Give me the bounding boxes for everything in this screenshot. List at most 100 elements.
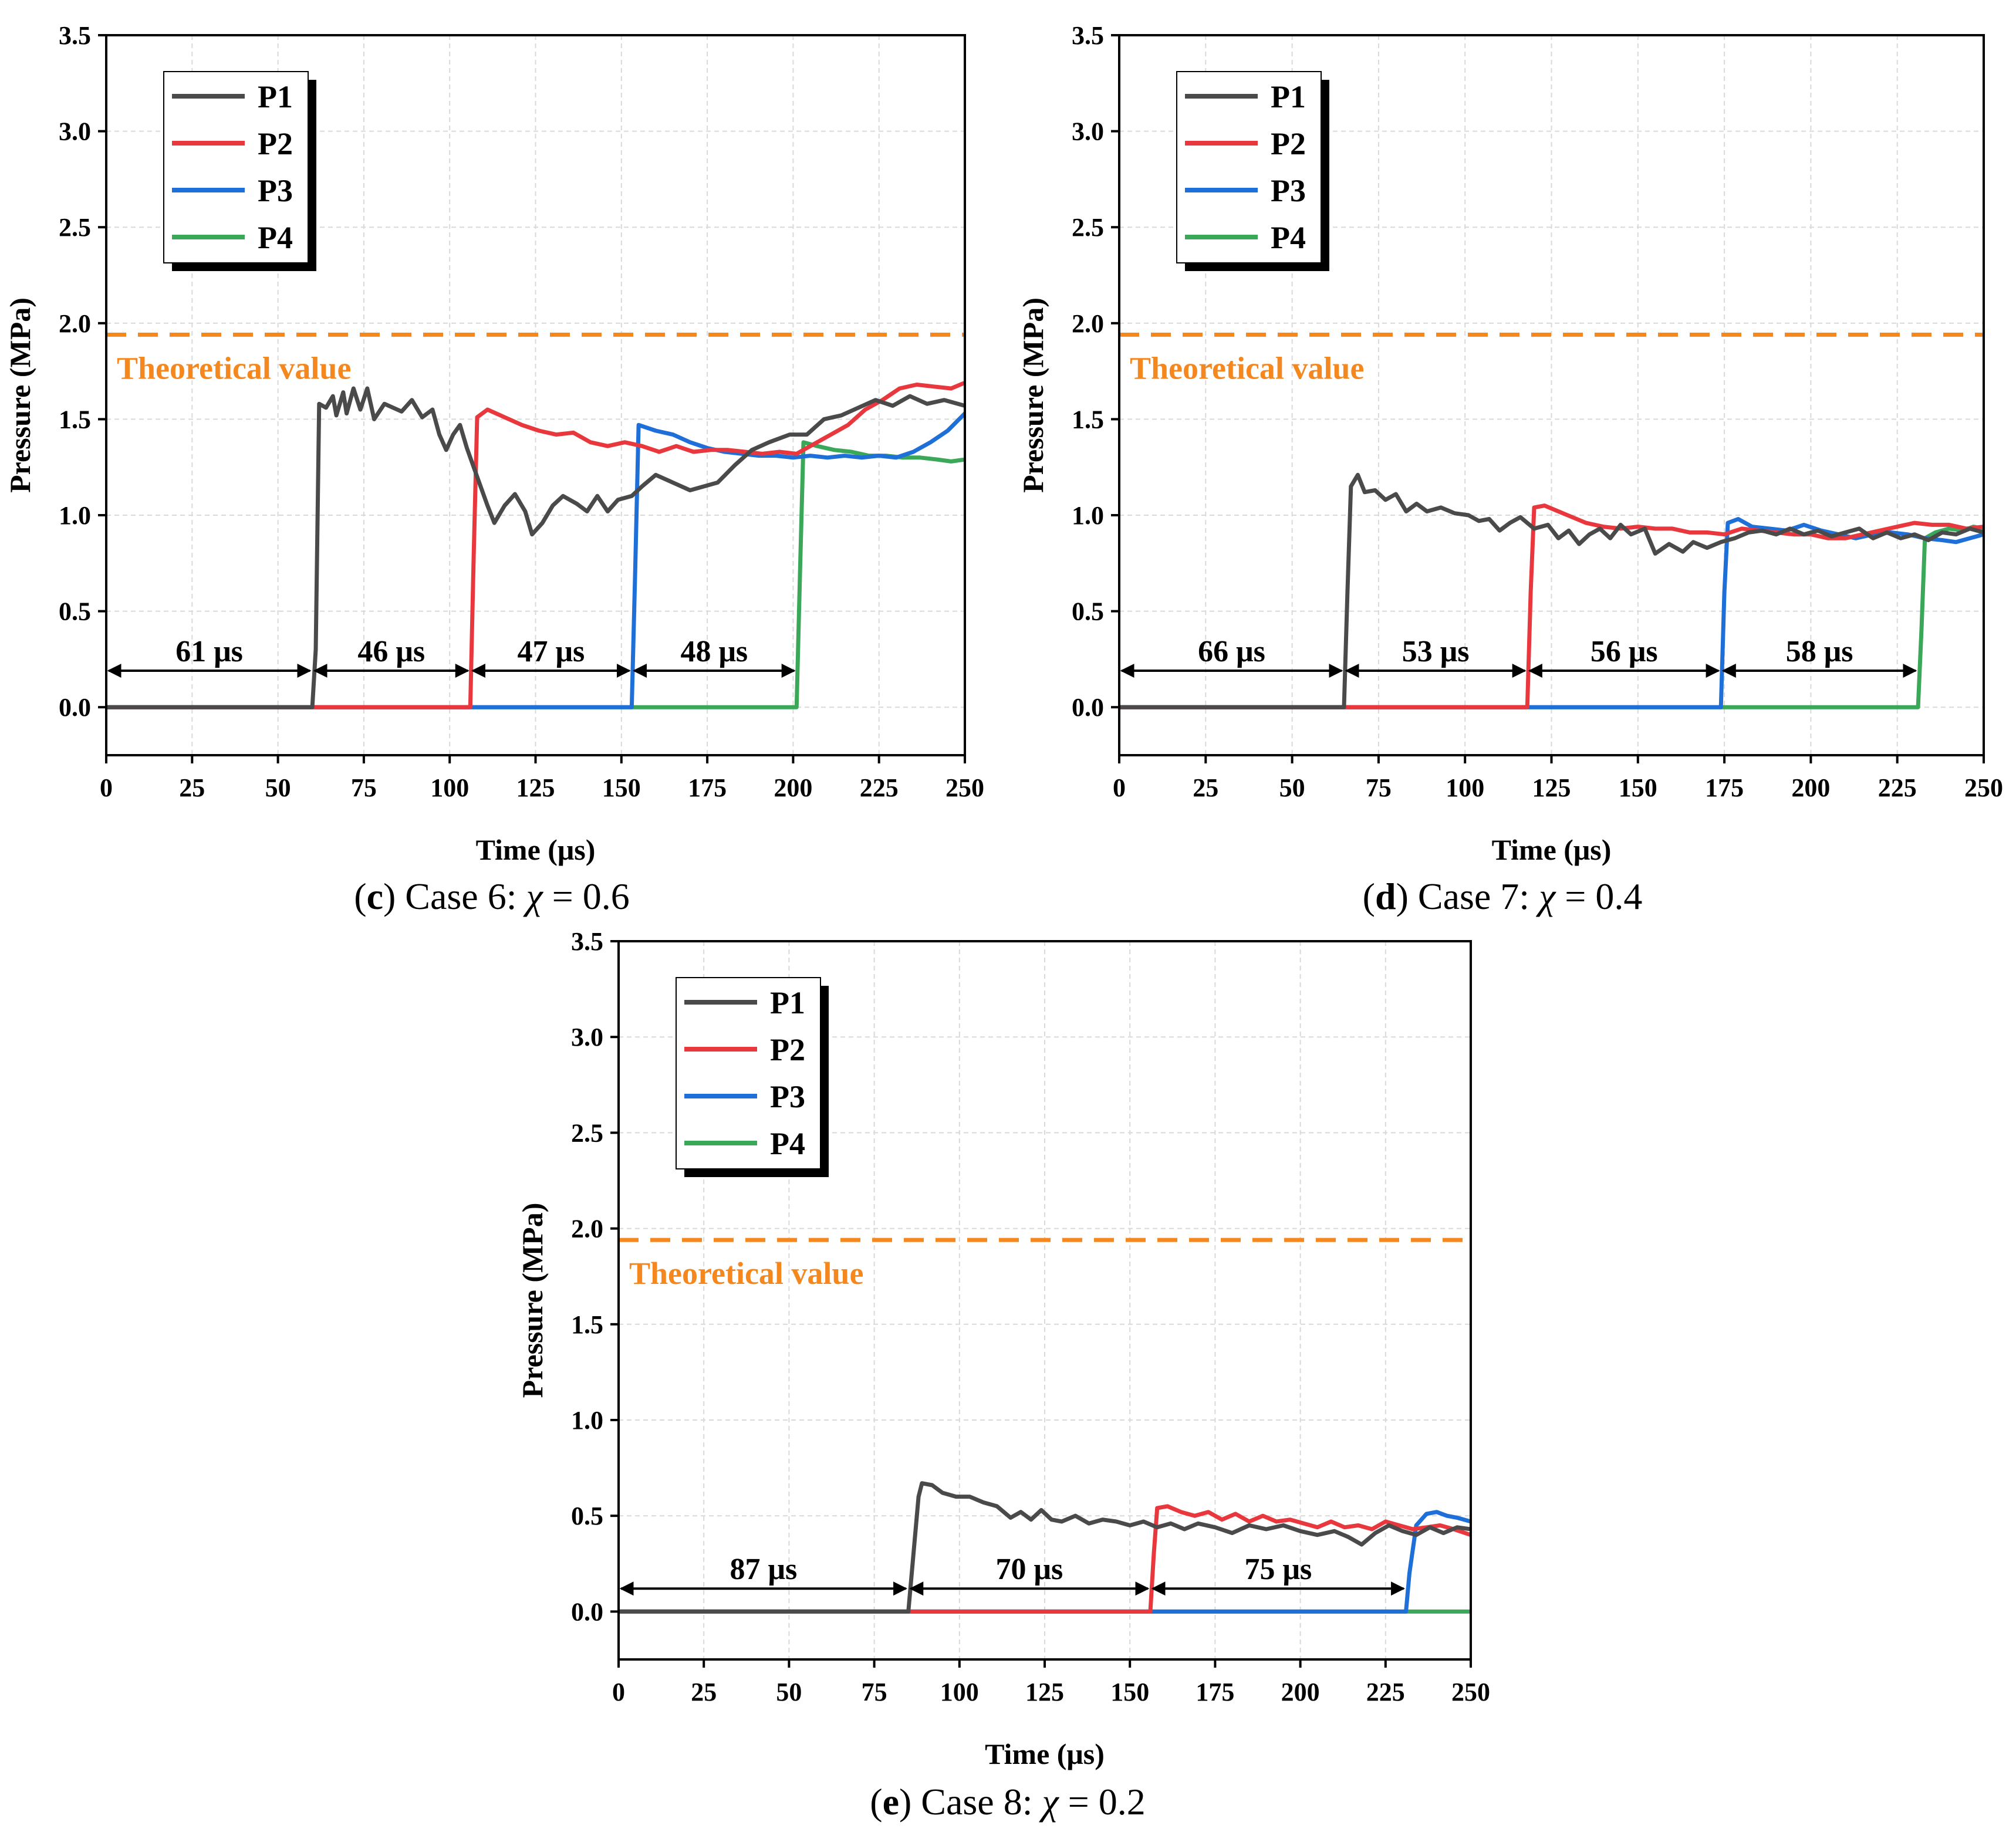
interval-label: 66 μs xyxy=(1198,635,1265,668)
x-tick-label: 100 xyxy=(940,1678,979,1706)
caption-letter: c xyxy=(367,875,383,917)
caption-value: = 0.4 xyxy=(1555,875,1642,917)
x-tick-label: 125 xyxy=(516,773,555,802)
y-tick-label: 3.0 xyxy=(571,1023,603,1052)
interval-label: 61 μs xyxy=(175,635,243,668)
caption-chi-symbol: χ xyxy=(522,875,543,917)
legend-box xyxy=(676,977,821,1169)
legend-label-p1: P1 xyxy=(770,985,805,1020)
interval-label: 56 μs xyxy=(1590,635,1658,668)
x-tick-label: 250 xyxy=(945,773,984,802)
x-tick-label: 100 xyxy=(1446,773,1484,802)
caption-chi-symbol: χ xyxy=(1535,875,1556,917)
y-tick-label: 0.5 xyxy=(1072,597,1104,626)
legend-label-p2: P2 xyxy=(1271,126,1306,161)
interval-label: 46 μs xyxy=(357,635,425,668)
series-line-p2 xyxy=(1119,503,1984,709)
interval-label: 48 μs xyxy=(680,635,748,668)
theoretical-value-label: Theoretical value xyxy=(629,1256,863,1291)
theoretical-value-label: Theoretical value xyxy=(117,350,351,386)
x-tick-label: 175 xyxy=(688,773,727,802)
y-tick-label: 0.0 xyxy=(59,693,91,722)
series-line-p2 xyxy=(619,1504,1471,1614)
series-line-p3 xyxy=(106,411,965,709)
y-axis-title: Pressure (MPa) xyxy=(1017,298,1049,493)
legend-box xyxy=(1176,71,1322,263)
caption-case-7: (d) Case 7: χ = 0.4 xyxy=(1363,875,1643,917)
series-line-p4 xyxy=(106,440,965,709)
chart-panel-case-7: Theoretical value 66 μs 53 μs 56 μs 58 μs 0 25… xyxy=(1017,21,2003,866)
series-line-p1 xyxy=(619,1481,1471,1614)
legend-label-p2: P2 xyxy=(770,1032,805,1067)
x-tick-label: 150 xyxy=(602,773,641,802)
y-tick-label: 3.5 xyxy=(571,927,603,956)
x-tick-label: 200 xyxy=(1281,1678,1320,1706)
x-tick-label: 125 xyxy=(1025,1678,1064,1706)
y-tick-label: 0.5 xyxy=(571,1502,603,1530)
chart-panel-case-6: Theoretical value 61 μs 46 μs 47 μs 48 μs 0 25… xyxy=(4,21,984,866)
x-tick-label: 250 xyxy=(1451,1678,1490,1706)
x-tick-label: 50 xyxy=(265,773,291,802)
interval-label: 53 μs xyxy=(1402,635,1470,668)
x-tick-label: 100 xyxy=(430,773,469,802)
y-tick-label: 3.0 xyxy=(59,117,91,146)
interval-label: 87 μs xyxy=(730,1553,797,1586)
caption-case-6: (c) Case 6: χ = 0.6 xyxy=(354,875,629,917)
y-axis-title: Pressure (MPa) xyxy=(4,298,36,493)
legend-label-p3: P3 xyxy=(258,173,293,208)
chart-panel-case-8: Theoretical value 87 μs 70 μs 75 μs 0 25 50 75 1… xyxy=(516,927,1490,1770)
interval-label: 75 μs xyxy=(1244,1553,1312,1586)
series-line-p3 xyxy=(619,1510,1471,1614)
series-group xyxy=(1119,472,1984,709)
x-axis-title: Time (μs) xyxy=(1492,833,1612,866)
x-tick-label: 150 xyxy=(1110,1678,1149,1706)
y-tick-label: 0.0 xyxy=(1072,693,1104,722)
y-tick-label: 0.5 xyxy=(59,597,91,626)
x-tick-label: 25 xyxy=(1193,773,1218,802)
caption-text: Case 6: xyxy=(396,875,526,917)
x-tick-label: 150 xyxy=(1619,773,1657,802)
y-tick-label: 2.5 xyxy=(59,213,91,242)
x-tick-label: 200 xyxy=(774,773,812,802)
y-tick-label: 1.5 xyxy=(571,1310,603,1339)
x-tick-label: 0 xyxy=(612,1678,625,1706)
x-axis-title: Time (μs) xyxy=(985,1737,1105,1770)
x-tick-label: 50 xyxy=(776,1678,802,1706)
y-tick-label: 1.5 xyxy=(59,405,91,434)
interval-label: 70 μs xyxy=(996,1553,1063,1586)
y-tick-label: 3.0 xyxy=(1072,117,1104,146)
series-line-p1 xyxy=(106,386,965,709)
y-tick-label: 1.0 xyxy=(571,1406,603,1435)
caption-case-8: (e) Case 8: χ = 0.2 xyxy=(870,1781,1145,1823)
legend-label-p4: P4 xyxy=(770,1126,805,1161)
caption-text: Case 7: xyxy=(1409,875,1539,917)
legend-label-p2: P2 xyxy=(258,126,293,161)
caption-letter: d xyxy=(1375,875,1396,917)
y-tick-label: 3.5 xyxy=(1072,21,1104,50)
legend-box xyxy=(163,71,309,263)
y-tick-label: 2.0 xyxy=(1072,309,1104,338)
x-tick-label: 225 xyxy=(860,773,899,802)
x-tick-label: 225 xyxy=(1878,773,1917,802)
x-tick-label: 0 xyxy=(100,773,113,802)
x-tick-label: 200 xyxy=(1791,773,1830,802)
caption-value: = 0.2 xyxy=(1059,1781,1146,1823)
x-tick-label: 25 xyxy=(179,773,205,802)
theoretical-value-label: Theoretical value xyxy=(1130,350,1364,386)
x-tick-label: 250 xyxy=(1964,773,2003,802)
series-group xyxy=(619,1481,1471,1614)
x-tick-label: 225 xyxy=(1366,1678,1405,1706)
caption-letter: e xyxy=(883,1781,899,1823)
legend-label-p1: P1 xyxy=(258,79,293,114)
legend-label-p1: P1 xyxy=(1271,79,1306,114)
y-tick-label: 1.0 xyxy=(1072,501,1104,530)
legend-label-p3: P3 xyxy=(770,1079,805,1114)
series-group xyxy=(106,380,965,709)
interval-label: 47 μs xyxy=(517,635,585,668)
y-tick-label: 2.0 xyxy=(59,309,91,338)
legend-label-p4: P4 xyxy=(1271,220,1306,255)
y-tick-label: 2.0 xyxy=(571,1215,603,1243)
y-tick-label: 2.5 xyxy=(571,1118,603,1147)
x-axis-title: Time (μs) xyxy=(476,833,596,866)
